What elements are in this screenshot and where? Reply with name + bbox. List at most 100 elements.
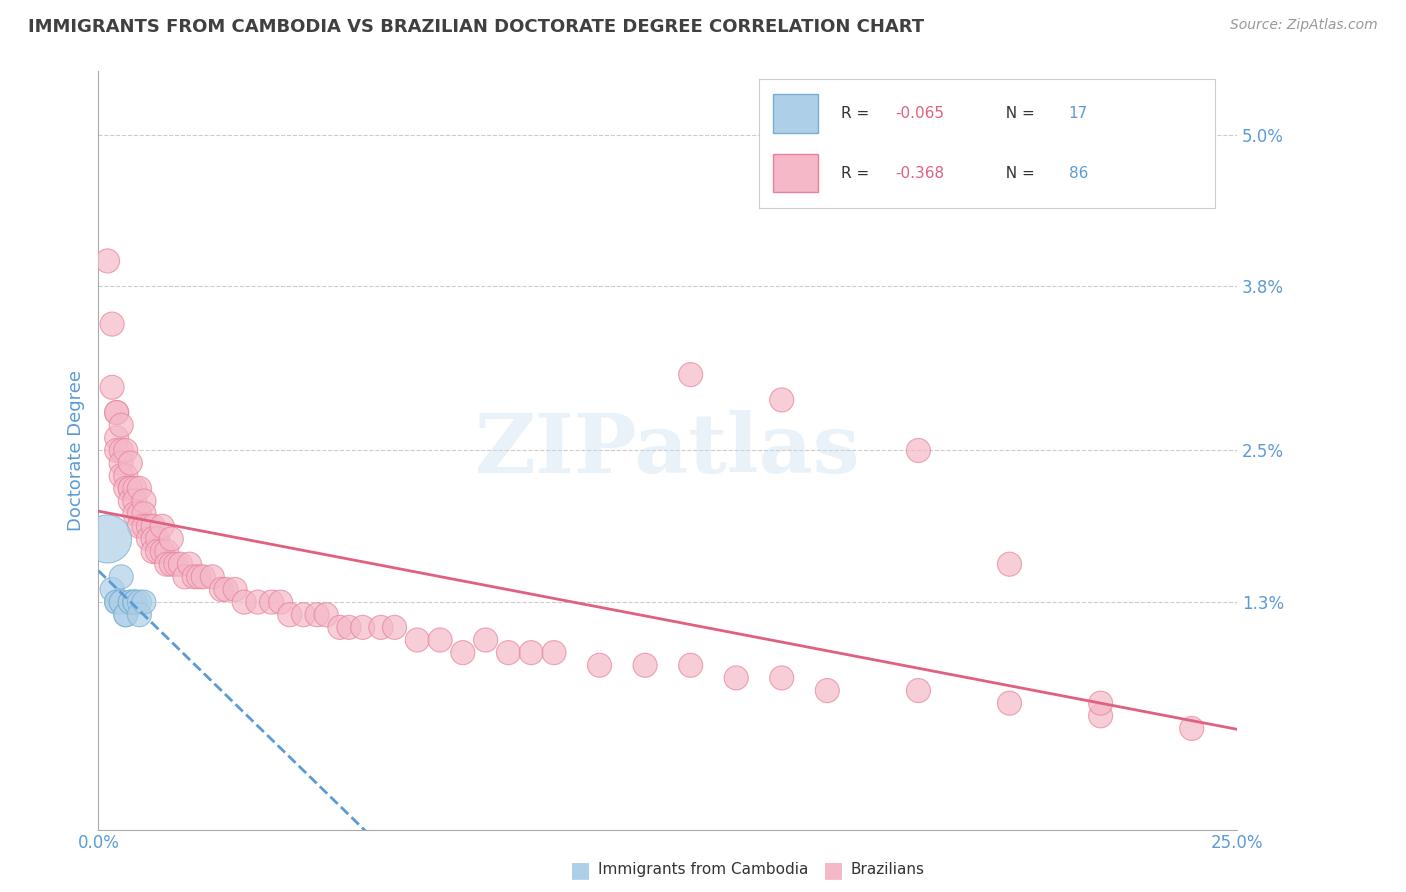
- Point: [1090, 708, 1112, 723]
- Point: [120, 482, 142, 496]
- Point: [429, 633, 451, 648]
- Point: [120, 595, 142, 609]
- Point: [132, 595, 155, 609]
- Point: [120, 482, 142, 496]
- Point: [110, 468, 132, 483]
- Point: [160, 557, 183, 572]
- Point: [96, 253, 118, 268]
- Point: [634, 658, 657, 673]
- Point: [907, 443, 929, 458]
- Point: [110, 443, 132, 458]
- Point: [165, 557, 187, 572]
- Point: [110, 570, 132, 584]
- Point: [183, 570, 205, 584]
- Point: [150, 544, 173, 558]
- Point: [96, 532, 118, 546]
- Point: [498, 646, 520, 660]
- Text: Source: ZipAtlas.com: Source: ZipAtlas.com: [1230, 18, 1378, 32]
- Point: [120, 595, 142, 609]
- Point: [278, 607, 301, 622]
- Point: [679, 368, 702, 382]
- Point: [998, 557, 1021, 572]
- Point: [770, 392, 793, 407]
- Point: [132, 494, 155, 508]
- Point: [124, 507, 146, 521]
- Point: [679, 658, 702, 673]
- Point: [110, 456, 132, 470]
- Point: [315, 607, 337, 622]
- Point: [128, 595, 150, 609]
- Point: [156, 557, 179, 572]
- Point: [124, 595, 146, 609]
- Point: [384, 620, 406, 634]
- Point: [260, 595, 283, 609]
- Point: [128, 482, 150, 496]
- Point: [124, 494, 146, 508]
- Point: [105, 405, 128, 419]
- Text: Immigrants from Cambodia: Immigrants from Cambodia: [598, 863, 808, 877]
- Text: Brazilians: Brazilians: [851, 863, 925, 877]
- Point: [270, 595, 292, 609]
- Point: [128, 607, 150, 622]
- Point: [406, 633, 429, 648]
- Point: [292, 607, 315, 622]
- Text: ■: ■: [823, 860, 844, 880]
- Point: [132, 519, 155, 533]
- Point: [543, 646, 565, 660]
- Point: [114, 482, 136, 496]
- Point: [520, 646, 543, 660]
- Text: IMMIGRANTS FROM CAMBODIA VS BRAZILIAN DOCTORATE DEGREE CORRELATION CHART: IMMIGRANTS FROM CAMBODIA VS BRAZILIAN DO…: [28, 18, 924, 36]
- Point: [907, 683, 929, 698]
- Point: [128, 507, 150, 521]
- Point: [193, 570, 215, 584]
- Point: [142, 544, 165, 558]
- Point: [998, 696, 1021, 710]
- Point: [124, 482, 146, 496]
- Point: [156, 544, 179, 558]
- Text: ■: ■: [569, 860, 591, 880]
- Point: [105, 595, 128, 609]
- Point: [588, 658, 610, 673]
- Point: [307, 607, 329, 622]
- Point: [770, 671, 793, 685]
- Point: [337, 620, 360, 634]
- Point: [1090, 696, 1112, 710]
- Point: [101, 582, 124, 597]
- Point: [352, 620, 374, 634]
- Point: [105, 431, 128, 445]
- Point: [114, 443, 136, 458]
- Point: [138, 532, 160, 546]
- Point: [132, 507, 155, 521]
- Point: [169, 557, 191, 572]
- Point: [114, 468, 136, 483]
- Point: [105, 405, 128, 419]
- Point: [142, 532, 165, 546]
- Point: [120, 494, 142, 508]
- Point: [370, 620, 392, 634]
- Point: [105, 443, 128, 458]
- Point: [187, 570, 209, 584]
- Point: [120, 456, 142, 470]
- Point: [110, 595, 132, 609]
- Point: [110, 595, 132, 609]
- Point: [246, 595, 269, 609]
- Point: [146, 544, 169, 558]
- Point: [179, 557, 201, 572]
- Point: [114, 607, 136, 622]
- Point: [114, 607, 136, 622]
- Point: [101, 380, 124, 394]
- Point: [725, 671, 748, 685]
- Point: [174, 570, 197, 584]
- Point: [124, 595, 146, 609]
- Point: [224, 582, 246, 597]
- Text: ZIPatlas: ZIPatlas: [475, 410, 860, 491]
- Point: [105, 595, 128, 609]
- Point: [142, 519, 165, 533]
- Y-axis label: Doctorate Degree: Doctorate Degree: [66, 370, 84, 531]
- Point: [233, 595, 256, 609]
- Point: [451, 646, 474, 660]
- Point: [150, 519, 173, 533]
- Point: [815, 683, 838, 698]
- Point: [201, 570, 224, 584]
- Point: [329, 620, 352, 634]
